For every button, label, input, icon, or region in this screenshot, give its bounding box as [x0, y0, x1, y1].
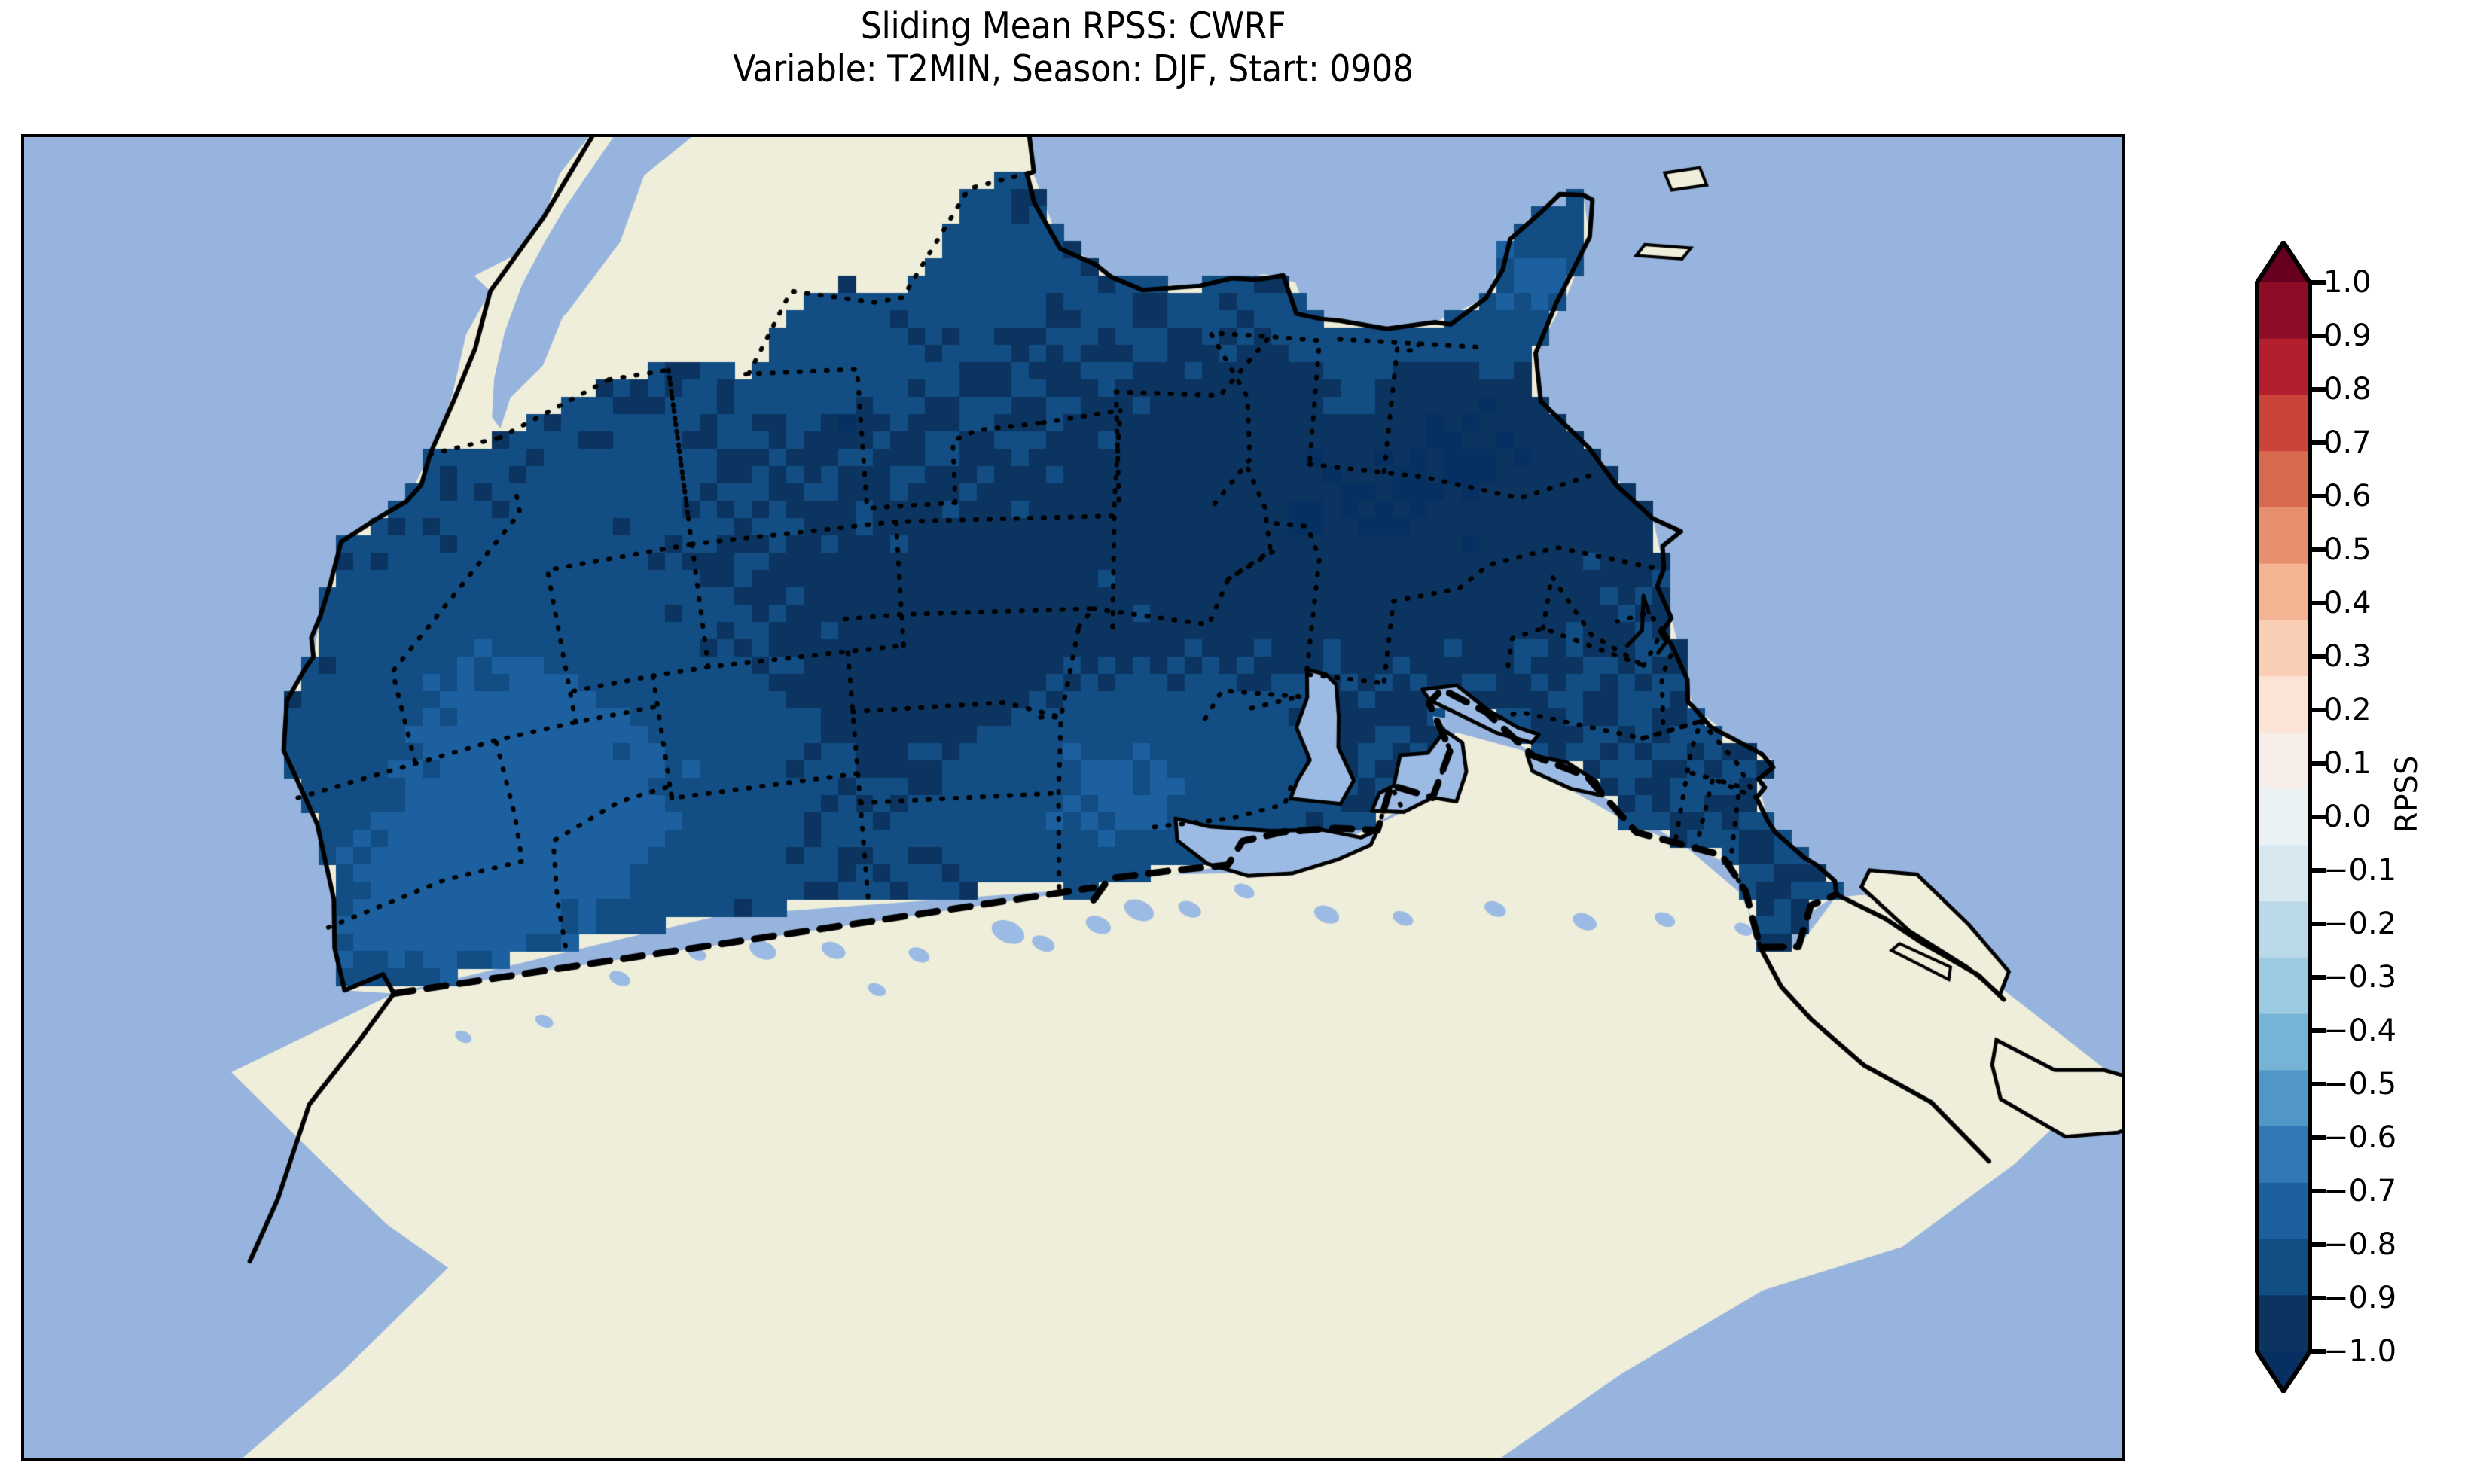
rpss-heatmap-canvas: [24, 137, 2122, 1458]
colorbar-tick-label: 0.7: [2323, 425, 2372, 460]
colorbar-tick-label: 0.5: [2323, 532, 2372, 567]
title-line-1: Sliding Mean RPSS: CWRF: [860, 5, 1286, 47]
colorbar-tick-label: 0.6: [2323, 479, 2372, 513]
colorbar-tick-label: −0.9: [2323, 1281, 2397, 1315]
map-panel: [21, 134, 2125, 1461]
colorbar-tick-label: 0.1: [2323, 746, 2372, 781]
colorbar-axis-label: RPSS: [2390, 755, 2424, 833]
colorbar-tick-label: −0.2: [2323, 907, 2397, 941]
colorbar-tick-label: −0.6: [2323, 1120, 2397, 1155]
colorbar-tick-label: 0.8: [2323, 372, 2372, 407]
title-line-2: Variable: T2MIN, Season: DJF, Start: 090…: [733, 47, 1414, 91]
colorbar-tick-label: −0.7: [2323, 1174, 2397, 1208]
colorbar-tick-label: −1.0: [2323, 1334, 2397, 1369]
colorbar-tick-labels: 1.0 0.9 0.8 0.7 0.6 0.5 0.4 0.3 0.2 0.1 0.0 −0.1 −0.…: [2323, 241, 2436, 1393]
colorbar-tick-label: 1.0: [2323, 265, 2372, 300]
colorbar-tick-label: −0.1: [2323, 853, 2397, 888]
colorbar-tick-label: 0.2: [2323, 693, 2372, 727]
colorbar-tick-label: 0.3: [2323, 639, 2372, 674]
colorbar: [2255, 241, 2326, 1393]
colorbar-tick-label: 0.0: [2323, 800, 2372, 834]
colorbar-tick-label: −0.8: [2323, 1227, 2397, 1262]
colorbar-swatches: [2255, 241, 2326, 1393]
colorbar-tick-label: 0.4: [2323, 586, 2372, 620]
colorbar-tick-label: −0.3: [2323, 960, 2397, 995]
colorbar-tick-label: −0.5: [2323, 1067, 2397, 1102]
colorbar-tick-label: 0.9: [2323, 318, 2372, 353]
figure-title: Sliding Mean RPSS: CWRF Variable: T2MIN,…: [0, 5, 2146, 91]
colorbar-tick-label: −0.4: [2323, 1013, 2397, 1048]
